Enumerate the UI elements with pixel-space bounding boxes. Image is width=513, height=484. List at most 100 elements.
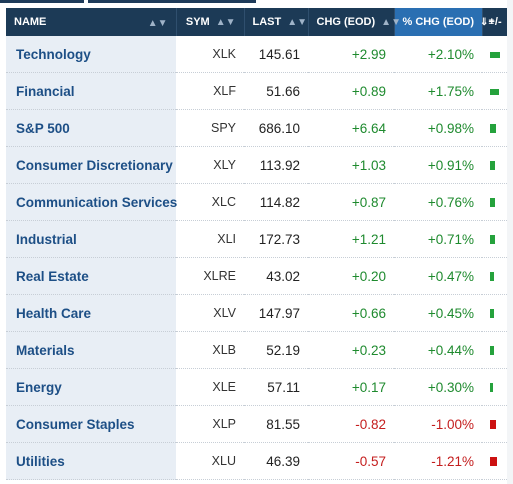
table-row[interactable]: Industrial XLI 172.73 +1.21 +0.71% <box>6 220 507 258</box>
sector-name[interactable]: Health Care <box>6 294 176 332</box>
change-bar <box>490 88 499 95</box>
symbol-cell[interactable]: SPY <box>176 109 244 147</box>
change-bar-cell <box>482 72 507 110</box>
percent-change-cell: -1.00% <box>394 405 482 443</box>
sort-icon: ▲▼ <box>215 16 236 28</box>
symbol-cell[interactable]: XLI <box>176 220 244 258</box>
change-bar-cell <box>482 183 507 221</box>
change-bar-cell <box>482 109 507 147</box>
change-bar-cell <box>482 257 507 295</box>
tab-indicator[interactable] <box>0 0 84 3</box>
sector-name[interactable]: Consumer Staples <box>6 405 176 443</box>
table-row[interactable]: Technology XLK 145.61 +2.99 +2.10% <box>6 36 507 73</box>
change-cell: -0.82 <box>308 405 394 443</box>
column-header-pct-chg[interactable]: % CHG (EOD) ⇓≡ <box>394 8 494 36</box>
last-price-cell: 46.39 <box>244 442 308 480</box>
symbol-cell[interactable]: XLV <box>176 294 244 332</box>
sort-icon: ▲▼ <box>287 16 308 28</box>
table-row[interactable]: Financial XLF 51.66 +0.89 +1.75% <box>6 72 507 110</box>
table-row[interactable]: Energy XLE 57.11 +0.17 +0.30% <box>6 368 507 406</box>
symbol-cell[interactable]: XLY <box>176 146 244 184</box>
sort-descending-icon: ⇓≡ <box>480 16 495 28</box>
sector-name[interactable]: Technology <box>6 36 176 73</box>
column-header-label: +/- <box>488 16 502 28</box>
change-bar-cell <box>482 405 507 443</box>
sector-name[interactable]: Consumer Discretionary <box>6 146 176 184</box>
column-header-label: NAME <box>14 15 47 28</box>
change-cell: +2.99 <box>308 36 394 73</box>
column-header-sym[interactable]: SYM ▲▼ <box>176 8 245 36</box>
symbol-cell[interactable]: XLC <box>176 183 244 221</box>
change-bar-cell <box>482 331 507 369</box>
change-cell: +0.17 <box>308 368 394 406</box>
change-bar <box>490 457 497 467</box>
sector-name[interactable]: Energy <box>6 368 176 406</box>
sector-name[interactable]: Materials <box>6 331 176 369</box>
percent-change-cell: +0.30% <box>394 368 482 406</box>
sector-name[interactable]: S&P 500 <box>6 109 176 147</box>
change-bar-cell <box>482 442 507 480</box>
column-header-chg[interactable]: CHG (EOD) ▲▼ <box>308 8 401 36</box>
table-row[interactable]: Health Care XLV 147.97 +0.66 +0.45% <box>6 294 507 332</box>
sector-name[interactable]: Industrial <box>6 220 176 258</box>
symbol-cell[interactable]: XLRE <box>176 257 244 295</box>
change-bar <box>490 420 496 430</box>
last-price-cell: 81.55 <box>244 405 308 443</box>
change-bar <box>490 383 493 393</box>
symbol-cell[interactable]: XLP <box>176 405 244 443</box>
change-cell: +6.64 <box>308 109 394 147</box>
change-cell: +0.89 <box>308 72 394 110</box>
column-header-label: % CHG (EOD) <box>402 16 475 28</box>
change-cell: +0.87 <box>308 183 394 221</box>
last-price-cell: 686.10 <box>244 109 308 147</box>
table-row[interactable]: Communication Services XLC 114.82 +0.87 +0.7… <box>6 183 507 221</box>
column-header-label: CHG (EOD) <box>316 16 376 28</box>
column-header-name[interactable]: NAME ▲▼ <box>6 8 177 36</box>
change-bar <box>490 161 495 171</box>
last-price-cell: 114.82 <box>244 183 308 221</box>
percent-change-cell: +0.76% <box>394 183 482 221</box>
change-bar-cell <box>482 146 507 184</box>
symbol-cell[interactable]: XLF <box>176 72 244 110</box>
change-cell: +1.03 <box>308 146 394 184</box>
change-cell: -0.57 <box>308 442 394 480</box>
last-price-cell: 52.19 <box>244 331 308 369</box>
tab-indicator[interactable] <box>88 0 256 3</box>
symbol-cell[interactable]: XLE <box>176 368 244 406</box>
change-cell: +0.23 <box>308 331 394 369</box>
percent-change-cell: +0.47% <box>394 257 482 295</box>
symbol-cell[interactable]: XLB <box>176 331 244 369</box>
last-price-cell: 147.97 <box>244 294 308 332</box>
scroll-edge <box>507 0 513 484</box>
table-row[interactable]: Utilities XLU 46.39 -0.57 -1.21% <box>6 442 507 480</box>
change-bar-cell <box>482 220 507 258</box>
column-header-last[interactable]: LAST ▲▼ <box>244 8 309 36</box>
percent-change-cell: +0.98% <box>394 109 482 147</box>
table-row[interactable]: Real Estate XLRE 43.02 +0.20 +0.47% <box>6 257 507 295</box>
symbol-cell[interactable]: XLU <box>176 442 244 480</box>
table-row[interactable]: Consumer Discretionary XLY 113.92 +1.03 +0.9… <box>6 146 507 184</box>
sector-name[interactable]: Communication Services <box>6 183 177 221</box>
sector-name[interactable]: Utilities <box>6 442 176 480</box>
change-bar <box>490 346 494 356</box>
table-row[interactable]: Consumer Staples XLP 81.55 -0.82 -1.00% <box>6 405 507 443</box>
percent-change-cell: +2.10% <box>394 36 482 73</box>
table-row[interactable]: S&P 500 SPY 686.10 +6.64 +0.98% <box>6 109 507 147</box>
symbol-cell[interactable]: XLK <box>176 36 244 73</box>
change-bar <box>490 124 496 134</box>
top-tab-strip <box>0 0 513 6</box>
last-price-cell: 51.66 <box>244 72 308 110</box>
percent-change-cell: -1.21% <box>394 442 482 480</box>
sector-name[interactable]: Financial <box>6 72 176 110</box>
percent-change-cell: +0.45% <box>394 294 482 332</box>
change-cell: +0.66 <box>308 294 394 332</box>
sector-name[interactable]: Real Estate <box>6 257 176 295</box>
table-row[interactable]: Materials XLB 52.19 +0.23 +0.44% <box>6 331 507 369</box>
percent-change-cell: +0.44% <box>394 331 482 369</box>
column-header-label: SYM <box>185 16 210 28</box>
change-bar <box>490 198 495 208</box>
column-header-plus-minus[interactable]: +/- <box>482 8 507 36</box>
sort-icon: ▲▼ <box>147 17 168 29</box>
percent-change-cell: +1.75% <box>394 72 482 110</box>
